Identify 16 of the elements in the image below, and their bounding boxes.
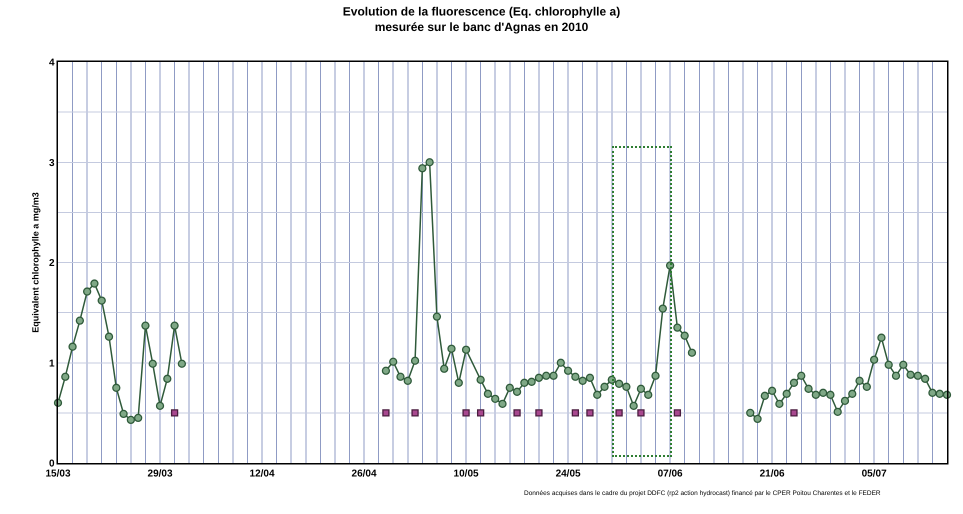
y-tick-label: 3 xyxy=(48,158,55,169)
x-tick-label: 26/04 xyxy=(352,468,377,480)
y-tick-label: 2 xyxy=(48,258,55,269)
x-tick-label: 05/07 xyxy=(862,468,888,480)
x-tick-label: 21/06 xyxy=(760,468,786,480)
x-tick-label: 15/03 xyxy=(45,468,71,480)
x-tick-label: 07/06 xyxy=(658,468,684,480)
x-tick-label: 29/03 xyxy=(148,468,173,480)
y-tick-label: 1 xyxy=(48,358,55,370)
y-tick-label: 4 xyxy=(48,58,55,68)
x-tick-label: 12/04 xyxy=(250,468,275,480)
x-tick-label: 10/05 xyxy=(454,468,480,480)
chart-title: Evolution de la fluorescence (Eq. chlorophylle a) mesurée sur le banc d'Agnas en 2010 xyxy=(342,4,620,34)
y-tick-label: 0 xyxy=(48,458,55,470)
y-axis-title: Equivalent chlorophylle a mg/m3 xyxy=(30,192,41,333)
x-tick-label: 24/05 xyxy=(556,468,582,480)
